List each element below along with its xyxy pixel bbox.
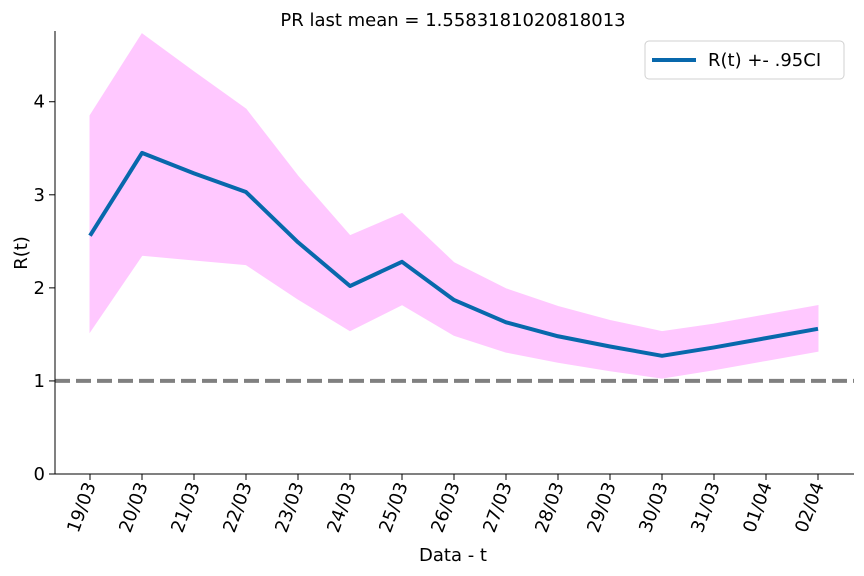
x-tick-label: 20/03: [115, 480, 152, 536]
confidence-band: [89, 33, 819, 379]
x-tick-label: 22/03: [219, 480, 256, 536]
y-tick-label: 1: [34, 371, 45, 392]
x-tick-label: 23/03: [271, 480, 308, 536]
x-tick-label: 31/03: [687, 480, 724, 536]
x-axis-label: Data - t: [419, 545, 487, 566]
x-tick-label: 21/03: [167, 480, 204, 536]
y-tick-label: 4: [34, 92, 45, 113]
y-tick-label: 2: [34, 278, 45, 299]
legend: R(t) +- .95CI: [644, 40, 845, 80]
x-tick-label: 30/03: [635, 480, 672, 536]
x-tick-label: 02/04: [791, 480, 828, 536]
x-tick-label: 26/03: [427, 480, 464, 536]
x-tick-label: 28/03: [531, 480, 568, 536]
x-tick-label: 27/03: [479, 480, 516, 536]
x-tick-label: 01/04: [739, 480, 776, 536]
plot-area: 0 1 2 3 4 19/03 20/03 21/03 22/03 23/03 24/03 25/03…: [34, 31, 854, 535]
series-line: [88, 150, 819, 358]
x-tick-label: 25/03: [375, 480, 412, 536]
x-tick-label: 24/03: [323, 480, 360, 536]
y-tick-label: 0: [34, 464, 45, 485]
legend-box: [644, 40, 845, 80]
legend-label: R(t) +- .95CI: [708, 50, 821, 71]
chart-title: PR last mean = 1.5583181020818013: [280, 10, 625, 31]
x-tick-label: 29/03: [583, 480, 620, 536]
y-axis-label: R(t): [11, 236, 32, 270]
x-tick-label: 19/03: [63, 480, 100, 536]
y-tick-label: 3: [34, 185, 45, 206]
